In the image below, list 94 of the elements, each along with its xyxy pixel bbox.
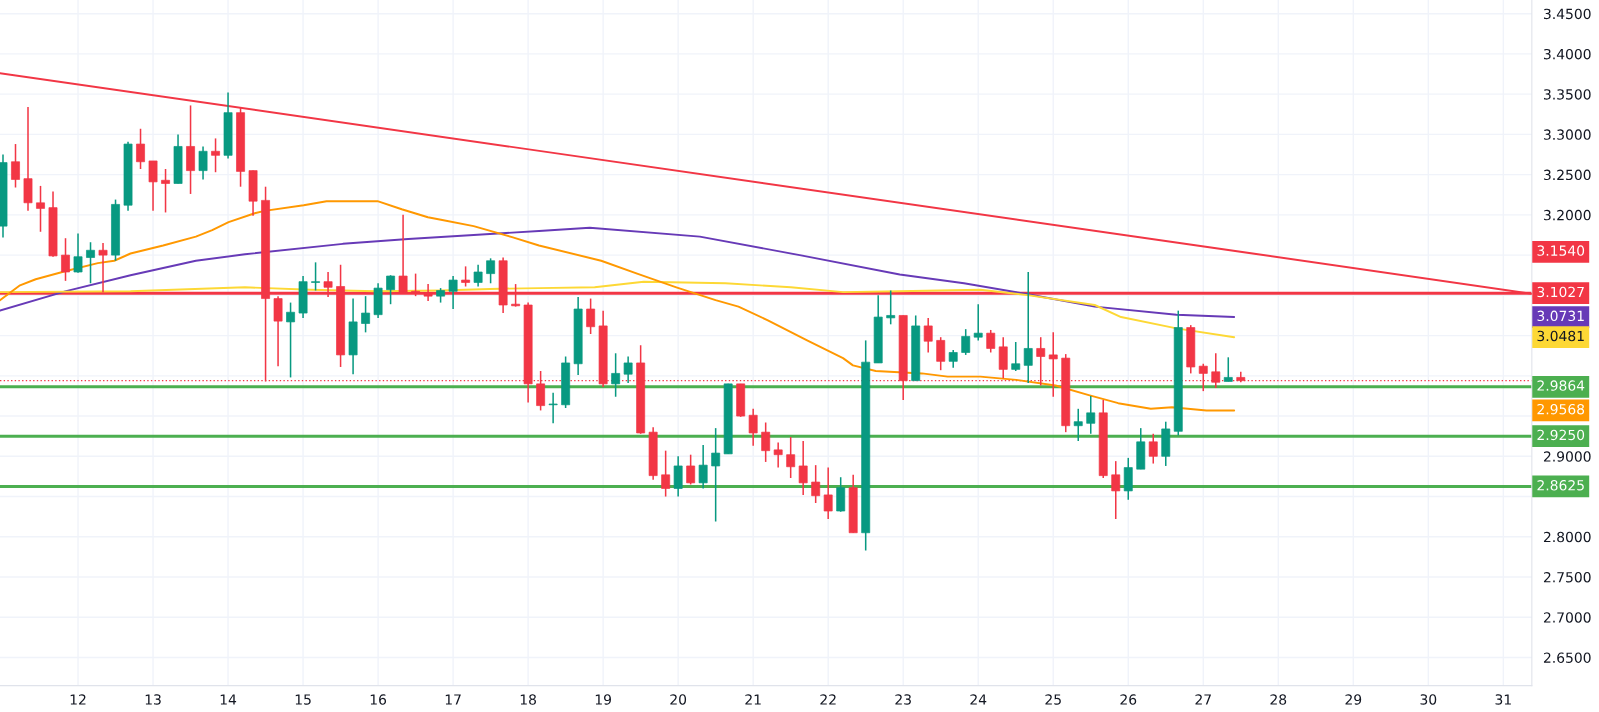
candlestick (211, 137, 220, 173)
x-tick-label: 20 (670, 694, 687, 705)
ref-line-label: 2.8625 (1537, 480, 1584, 491)
candlestick (161, 168, 170, 214)
y-tick-label: 3.3500 (1544, 89, 1591, 100)
candlestick (1048, 331, 1058, 398)
ref-line-label: 3.1027 (1537, 286, 1584, 298)
candlestick (586, 297, 596, 335)
y-tick-label: 3.4000 (1544, 48, 1591, 60)
line-series (0, 200, 1236, 412)
x-tick-label: 25 (1045, 694, 1061, 705)
x-tick-label: 24 (970, 694, 987, 705)
candlestick (661, 449, 671, 498)
candlestick (148, 160, 158, 212)
x-tick-label: 15 (295, 694, 311, 705)
candlestick (11, 143, 20, 189)
text: 2.9568 (1537, 403, 1585, 415)
x-tick-label: 22 (820, 694, 836, 705)
candlestick (1223, 356, 1233, 383)
candlestick (773, 441, 783, 469)
candlestick (923, 317, 933, 354)
ref-line-label: 2.9250 (1537, 429, 1585, 441)
candlestick (973, 303, 983, 342)
x-tick-label: 16 (370, 694, 387, 705)
candlestick (286, 301, 295, 379)
y-tick-label: 2.7500 (1543, 571, 1591, 583)
candlestick (461, 265, 471, 288)
candlestick (1148, 433, 1158, 465)
candlestick (1111, 460, 1121, 520)
x-tick-label: 19 (595, 694, 611, 705)
candlestick (786, 436, 796, 479)
candlestick (698, 444, 708, 490)
ref-line-label: 2.9864 (1537, 380, 1585, 391)
y-tick-label: 2.9000 (1543, 451, 1591, 462)
y-tick-label: 2.6500 (1543, 652, 1591, 663)
candlestick (1073, 408, 1083, 442)
x-tick-label: 26 (1120, 694, 1137, 705)
x-tick-label: 21 (745, 694, 761, 705)
candlestick (1123, 457, 1133, 501)
x-tick-label: 12 (70, 694, 86, 705)
y-tick-label: 2.7000 (1543, 612, 1591, 623)
candlestick (673, 455, 683, 498)
y-tick-label: 3.2500 (1544, 169, 1591, 181)
candlestick (1023, 271, 1033, 384)
y-tick-label: 3.3000 (1544, 129, 1591, 140)
candlestick (1086, 395, 1096, 435)
candlestick (36, 185, 45, 233)
candlestick (936, 336, 946, 371)
y-tick-label: 3.4500 (1544, 8, 1591, 20)
candlestick (611, 352, 621, 398)
candlestick (811, 464, 821, 504)
candlestick (86, 241, 95, 285)
line-series (0, 226, 1236, 319)
candlestick (136, 127, 145, 170)
x-tick-label: 13 (145, 694, 161, 705)
y-tick-label: 2.8000 (1543, 531, 1591, 543)
text: 3.0731 (1537, 310, 1584, 322)
x-tick-label: 30 (1420, 694, 1437, 705)
candlestick (486, 257, 496, 285)
y-tick-label: 3.2000 (1544, 209, 1591, 221)
candlestick (311, 261, 320, 292)
candlestick (448, 275, 458, 310)
x-tick-label: 23 (895, 694, 911, 705)
candlestick (198, 145, 208, 181)
candlestick (761, 421, 771, 463)
candlestick (748, 408, 758, 447)
candlestick (623, 355, 633, 384)
candlestick (986, 329, 996, 354)
x-tick-label: 31 (1495, 694, 1511, 705)
candlestick (61, 237, 70, 282)
x-tick-label: 14 (220, 694, 237, 705)
candlestick (836, 476, 846, 513)
x-tick-label: 27 (1195, 694, 1211, 705)
candlestick (73, 232, 83, 274)
x-tick-label: 29 (1345, 694, 1362, 705)
candlestick (386, 274, 395, 305)
candlestick (998, 336, 1008, 380)
candlestick (961, 328, 971, 356)
x-tick-label: 17 (445, 694, 461, 705)
candlestick (823, 466, 833, 520)
text: 3.1540 (1537, 245, 1585, 256)
x-tick-label: 18 (520, 694, 536, 705)
x-tick-label: 28 (1270, 694, 1287, 705)
candlestick (886, 289, 896, 326)
candlestick (473, 264, 483, 288)
candlestick (361, 295, 370, 334)
candlestick (1011, 341, 1021, 372)
line-series (0, 280, 1236, 339)
candlestick (1211, 352, 1221, 389)
candlestick (798, 440, 808, 496)
candlestick (686, 453, 696, 486)
text: 3.0481 (1537, 330, 1584, 342)
candlestick (711, 427, 721, 523)
candlestick (548, 391, 558, 425)
